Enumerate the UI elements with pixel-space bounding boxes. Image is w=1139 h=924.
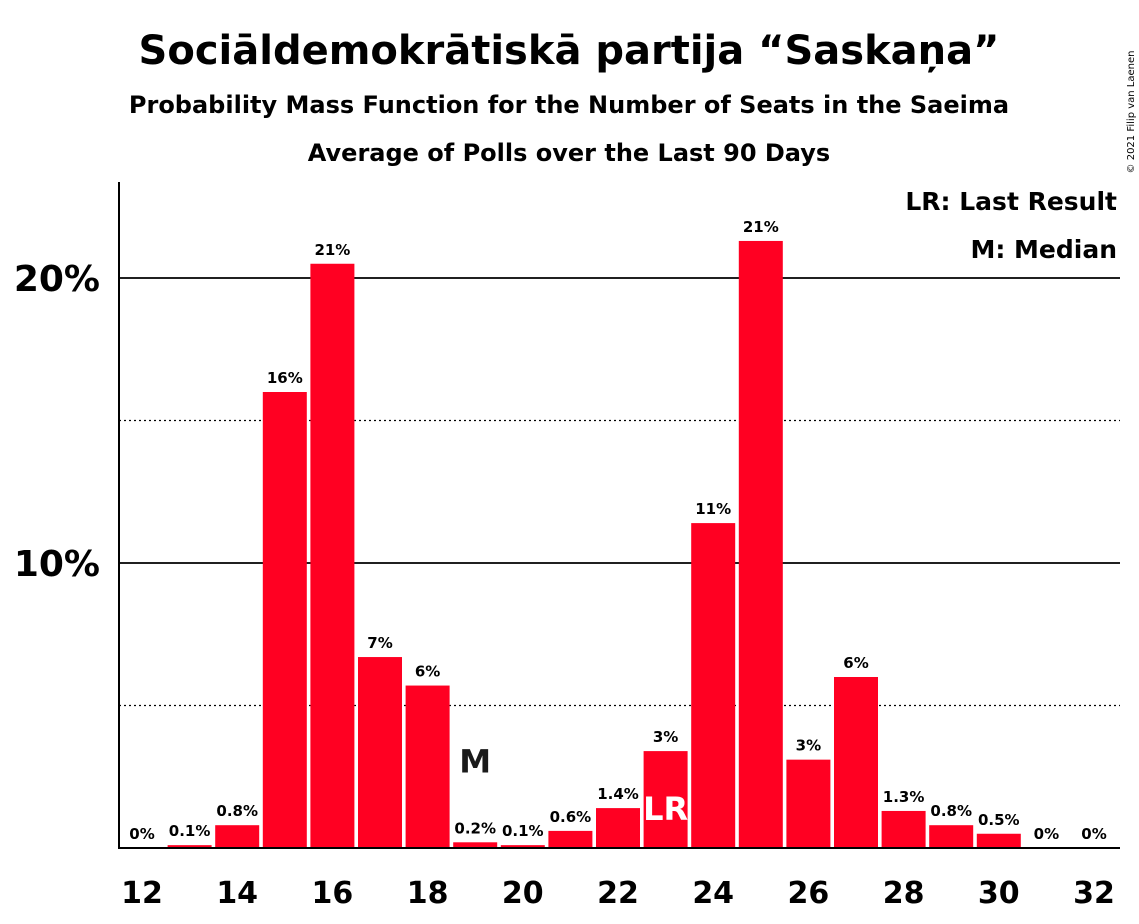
x-tick-label: 28: [883, 876, 925, 911]
x-tick-label: 20: [502, 876, 544, 911]
bar: [215, 825, 260, 848]
data-label: 0%: [1081, 825, 1106, 843]
bar: [358, 657, 402, 848]
data-label: 0.1%: [169, 822, 211, 840]
legend-median: M: Median: [970, 235, 1117, 264]
y-tick-label: 20%: [14, 259, 100, 300]
x-tick-label: 16: [312, 876, 354, 911]
bar: [929, 825, 974, 848]
bar: [738, 240, 783, 848]
x-tick-label: 32: [1073, 876, 1115, 911]
x-tick-label: 24: [692, 876, 734, 911]
data-label: 3%: [653, 728, 678, 746]
x-tick-labels: 12 14 16 18 20 22 24 26 28 30 32: [121, 876, 1115, 911]
bar: [976, 833, 1021, 848]
bar: [834, 677, 878, 848]
data-label: 0.1%: [502, 822, 544, 840]
data-label: 7%: [367, 634, 392, 652]
data-label: 16%: [267, 369, 303, 387]
bar: [262, 392, 307, 848]
data-label: 0%: [129, 825, 154, 843]
legend-last-result: LR: Last Result: [905, 187, 1117, 216]
data-label: 21%: [743, 218, 779, 236]
bar: [310, 263, 355, 848]
bar: [786, 759, 831, 848]
bar: [643, 751, 688, 848]
bar: [405, 685, 450, 848]
x-tick-label: 30: [978, 876, 1020, 911]
chart-title: Sociāldemokrātiskā partija “Saskaņa”: [139, 28, 1000, 74]
data-label: 6%: [843, 654, 868, 672]
chart-subtitle-1: Probability Mass Function for the Number…: [129, 91, 1009, 119]
bar: [548, 830, 593, 848]
x-tick-label: 12: [121, 876, 163, 911]
x-tick-label: 26: [788, 876, 830, 911]
legend-background: [930, 184, 1120, 266]
bar: [167, 845, 212, 848]
last-result-marker: LR: [643, 790, 688, 828]
bar: [596, 808, 640, 848]
x-tick-label: 22: [597, 876, 639, 911]
data-label: 0.5%: [978, 811, 1020, 829]
bar: [881, 810, 926, 848]
x-tick-label: 14: [216, 876, 258, 911]
data-label: 0%: [1034, 825, 1059, 843]
data-label: 1.3%: [883, 788, 925, 806]
bar: [691, 523, 736, 848]
median-marker: M: [459, 742, 491, 780]
bar: [500, 845, 545, 848]
data-label: 0.6%: [550, 808, 592, 826]
bars-group: [167, 240, 1021, 848]
data-label: 3%: [796, 737, 821, 755]
x-tick-label: 18: [407, 876, 449, 911]
data-label: 6%: [415, 663, 440, 681]
data-label: 1.4%: [597, 785, 639, 803]
chart-subtitle-2: Average of Polls over the Last 90 Days: [308, 139, 830, 167]
data-label: 21%: [314, 241, 350, 259]
data-label: 0.8%: [930, 802, 972, 820]
markers-group: M LR: [459, 742, 688, 828]
bar: [453, 842, 498, 848]
y-tick-label: 10%: [14, 544, 100, 585]
data-label: 11%: [695, 500, 731, 518]
copyright-text: © 2021 Filip van Laenen: [1126, 51, 1137, 174]
data-labels-group: 0% 0.1% 0.8% 16% 21% 7% 6% 0.2% 0.1% 0.6% 1.4% 3% 11…: [129, 218, 1106, 843]
data-label: 0.8%: [216, 802, 258, 820]
data-label: 0.2%: [454, 819, 496, 837]
y-tick-labels: 10% 20%: [14, 259, 100, 585]
